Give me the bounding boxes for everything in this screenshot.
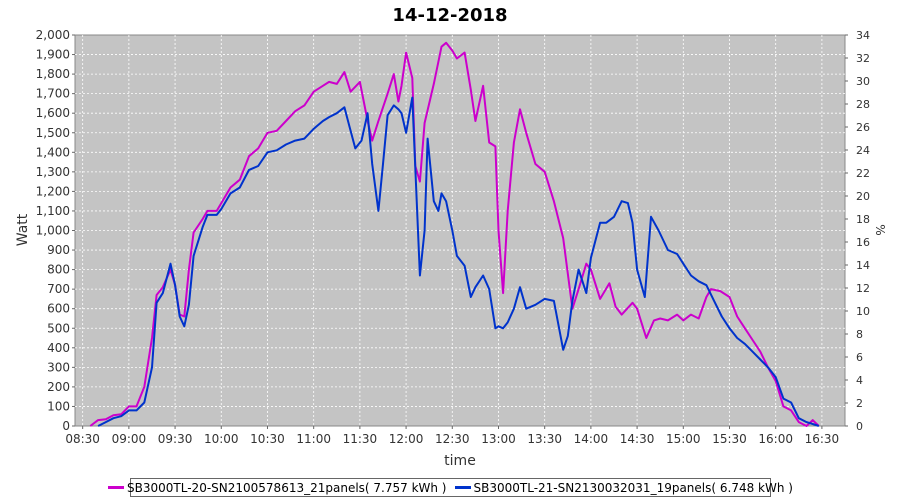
x-tick-label: 09:30: [158, 432, 193, 446]
y2-tick-label: 22: [856, 167, 870, 180]
series-line-1: [89, 41, 820, 427]
y2-axis-label: %: [873, 224, 887, 235]
y-axis-left: 0 100 200 300 400 500 600 700 800 900 1,000 1,100 1,…: [36, 28, 75, 433]
legend-item-series-2[interactable]: SB3000TL-21-SN2130032031_19panels( 6.748…: [454, 480, 793, 495]
x-tick-label: 14:00: [574, 432, 609, 446]
y2-tick-label: 30: [856, 75, 870, 88]
y-tick-label: 600: [47, 302, 70, 316]
x-tick-label: 10:00: [204, 432, 239, 446]
grid-lines: [75, 35, 845, 426]
x-tick-label: 10:30: [250, 432, 285, 446]
y2-tick-label: 12: [856, 282, 870, 295]
y-tick-label: 300: [47, 360, 70, 374]
x-tick-label: 13:00: [481, 432, 516, 446]
y-tick-label: 1,700: [36, 87, 70, 101]
y2-tick-label: 34: [856, 29, 870, 42]
y2-tick-label: 18: [856, 213, 870, 226]
y-tick-label: 0: [62, 419, 70, 433]
y-tick-label: 500: [47, 321, 70, 335]
y2-tick-label: 4: [856, 374, 863, 387]
y-tick-label: 1,200: [36, 184, 70, 198]
legend-label-series-2: SB3000TL-21-SN2130032031_19panels( 6.748…: [473, 480, 793, 495]
y-tick-label: 1,000: [36, 224, 70, 238]
x-tick-label: 09:00: [112, 432, 147, 446]
y2-tick-label: 2: [856, 397, 863, 410]
y-tick-label: 800: [47, 263, 70, 277]
y-tick-label: 1,900: [36, 48, 70, 62]
x-axis-label: time: [444, 453, 476, 469]
series-line-2: [97, 96, 820, 427]
y-tick-label: 900: [47, 243, 70, 257]
y-tick-label: 1,800: [36, 67, 70, 81]
y-tick-label: 1,100: [36, 204, 70, 218]
y2-tick-label: 0: [856, 420, 863, 433]
x-tick-label: 16:30: [805, 432, 840, 446]
legend-swatch-series-1: [108, 486, 125, 489]
y-tick-label: 1,500: [36, 126, 70, 140]
x-tick-label: 11:30: [343, 432, 378, 446]
y2-tick-label: 26: [856, 121, 870, 134]
y2-tick-label: 16: [856, 236, 870, 249]
x-tick-label: 15:00: [666, 432, 701, 446]
legend-item-series-1[interactable]: SB3000TL-20-SN2100578613_21panels( 7.757…: [108, 480, 447, 495]
y2-tick-label: 14: [856, 259, 870, 272]
x-tick-label: 12:30: [435, 432, 470, 446]
y-tick-label: 400: [47, 341, 70, 355]
x-tick-label: 14:30: [620, 432, 655, 446]
y-tick-label: 2,000: [36, 28, 70, 42]
y2-tick-label: 24: [856, 144, 870, 157]
series-lines: [89, 41, 820, 427]
x-tick-label: 08:30: [65, 432, 100, 446]
x-tick-label: 13:30: [527, 432, 562, 446]
legend: SB3000TL-20-SN2100578613_21panels( 7.757…: [108, 478, 793, 497]
y2-tick-label: 6: [856, 351, 863, 364]
y-tick-label: 200: [47, 380, 70, 394]
y-tick-label: 700: [47, 282, 70, 296]
y2-tick-label: 20: [856, 190, 870, 203]
legend-swatch-series-2: [454, 486, 471, 489]
x-tick-label: 12:00: [389, 432, 424, 446]
y2-tick-label: 8: [856, 328, 863, 341]
x-tick-label: 15:30: [712, 432, 747, 446]
legend-label-series-1: SB3000TL-20-SN2100578613_21panels( 7.757…: [127, 480, 447, 495]
y-axis-label: Watt: [15, 213, 31, 246]
y-tick-label: 1,600: [36, 106, 70, 120]
y2-tick-label: 10: [856, 305, 870, 318]
y-tick-label: 1,300: [36, 165, 70, 179]
y2-tick-label: 32: [856, 52, 870, 65]
x-tick-label: 16:00: [758, 432, 793, 446]
x-axis: 08:30 09:00 09:30 10:00 10:30 11:00 11:30 12:00…: [65, 426, 839, 446]
chart-title: 14-12-2018: [392, 5, 507, 26]
y-tick-label: 1,400: [36, 145, 70, 159]
x-tick-label: 11:00: [296, 432, 331, 446]
y-tick-label: 100: [47, 399, 70, 413]
y2-tick-label: 28: [856, 98, 870, 111]
